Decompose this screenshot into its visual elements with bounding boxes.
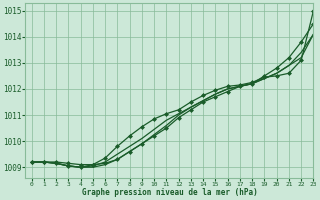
X-axis label: Graphe pression niveau de la mer (hPa): Graphe pression niveau de la mer (hPa): [82, 188, 257, 197]
